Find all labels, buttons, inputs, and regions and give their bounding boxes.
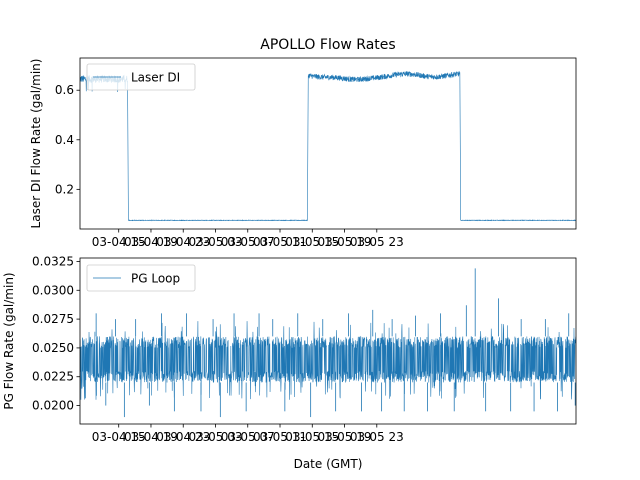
chart-title: APOLLO Flow Rates <box>260 37 395 53</box>
legend-box <box>86 264 196 292</box>
laser-di-series <box>80 70 576 222</box>
x-tick-label: 03-05 19 <box>318 235 372 249</box>
legend-label-laser-di: Laser DI <box>131 71 180 85</box>
y-tick-label: 0.2 <box>55 182 74 196</box>
pg-loop-subplot: 0.0200 0.0225 0.0250 0.0275 0.0300 0.0325 03-… <box>2 254 577 471</box>
pg-loop-y-ticks: 0.0200 0.0225 0.0250 0.0275 0.0300 0.0325 <box>32 254 80 413</box>
y-tick-label: 0.6 <box>55 83 74 97</box>
laser-di-axes-frame <box>79 57 577 230</box>
x-tick-label: 03-04 23 <box>156 430 210 444</box>
x-tick-label: 03-05 19 <box>318 430 372 444</box>
y-tick-label: 0.0300 <box>32 283 74 297</box>
x-tick-label: 03-05 03 <box>189 235 243 249</box>
y-tick-label: 0.0225 <box>32 370 74 384</box>
x-tick-label: 03-05 23 <box>350 235 404 249</box>
x-tick-label: 03-04 19 <box>124 430 178 444</box>
x-axis-label: Date (GMT) <box>294 457 363 471</box>
x-tick-label: 03-05 07 <box>221 235 275 249</box>
x-tick-label: 03-05 23 <box>350 430 404 444</box>
y-tick-label: 0.0325 <box>32 254 74 268</box>
laser-di-subplot: APOLLO Flow Rates 0.20.40.6 03-04 1503-0… <box>29 37 577 249</box>
x-tick-label: 03-04 23 <box>156 235 210 249</box>
x-tick-label: 03-04 15 <box>92 430 146 444</box>
pg-loop-y-axis-label: PG Flow Rate (gal/min) <box>2 272 16 409</box>
y-tick-label: 0.0275 <box>32 312 74 326</box>
y-tick-label: 0.4 <box>55 133 74 147</box>
laser-di-y-axis-label: Laser DI Flow Rate (gal/min) <box>29 59 43 229</box>
series-line-laser-di <box>80 70 576 222</box>
x-tick-label: 03-04 19 <box>124 235 178 249</box>
x-tick-label: 03-05 07 <box>221 430 275 444</box>
x-tick-label: 03-05 03 <box>189 430 243 444</box>
laser-di-legend: Laser DI <box>86 63 196 91</box>
y-tick-label: 0.0250 <box>32 341 74 355</box>
pg-loop-series <box>80 268 576 418</box>
pg-loop-legend: PG Loop <box>86 264 196 292</box>
x-tick-label: 03-05 11 <box>253 430 307 444</box>
y-tick-label: 0.0200 <box>32 399 74 413</box>
x-tick-label: 03-05 15 <box>285 430 339 444</box>
x-tick-label: 03-04 15 <box>92 235 146 249</box>
legend-label-pg-loop: PG Loop <box>131 272 180 286</box>
pg-loop-axes-frame <box>79 257 577 425</box>
x-tick-label: 03-05 11 <box>253 235 307 249</box>
series-line-pg-loop <box>80 321 576 400</box>
legend-box <box>86 63 196 91</box>
x-tick-label: 03-05 15 <box>285 235 339 249</box>
laser-di-y-ticks: 0.2 0.4 0.6 <box>55 83 80 196</box>
